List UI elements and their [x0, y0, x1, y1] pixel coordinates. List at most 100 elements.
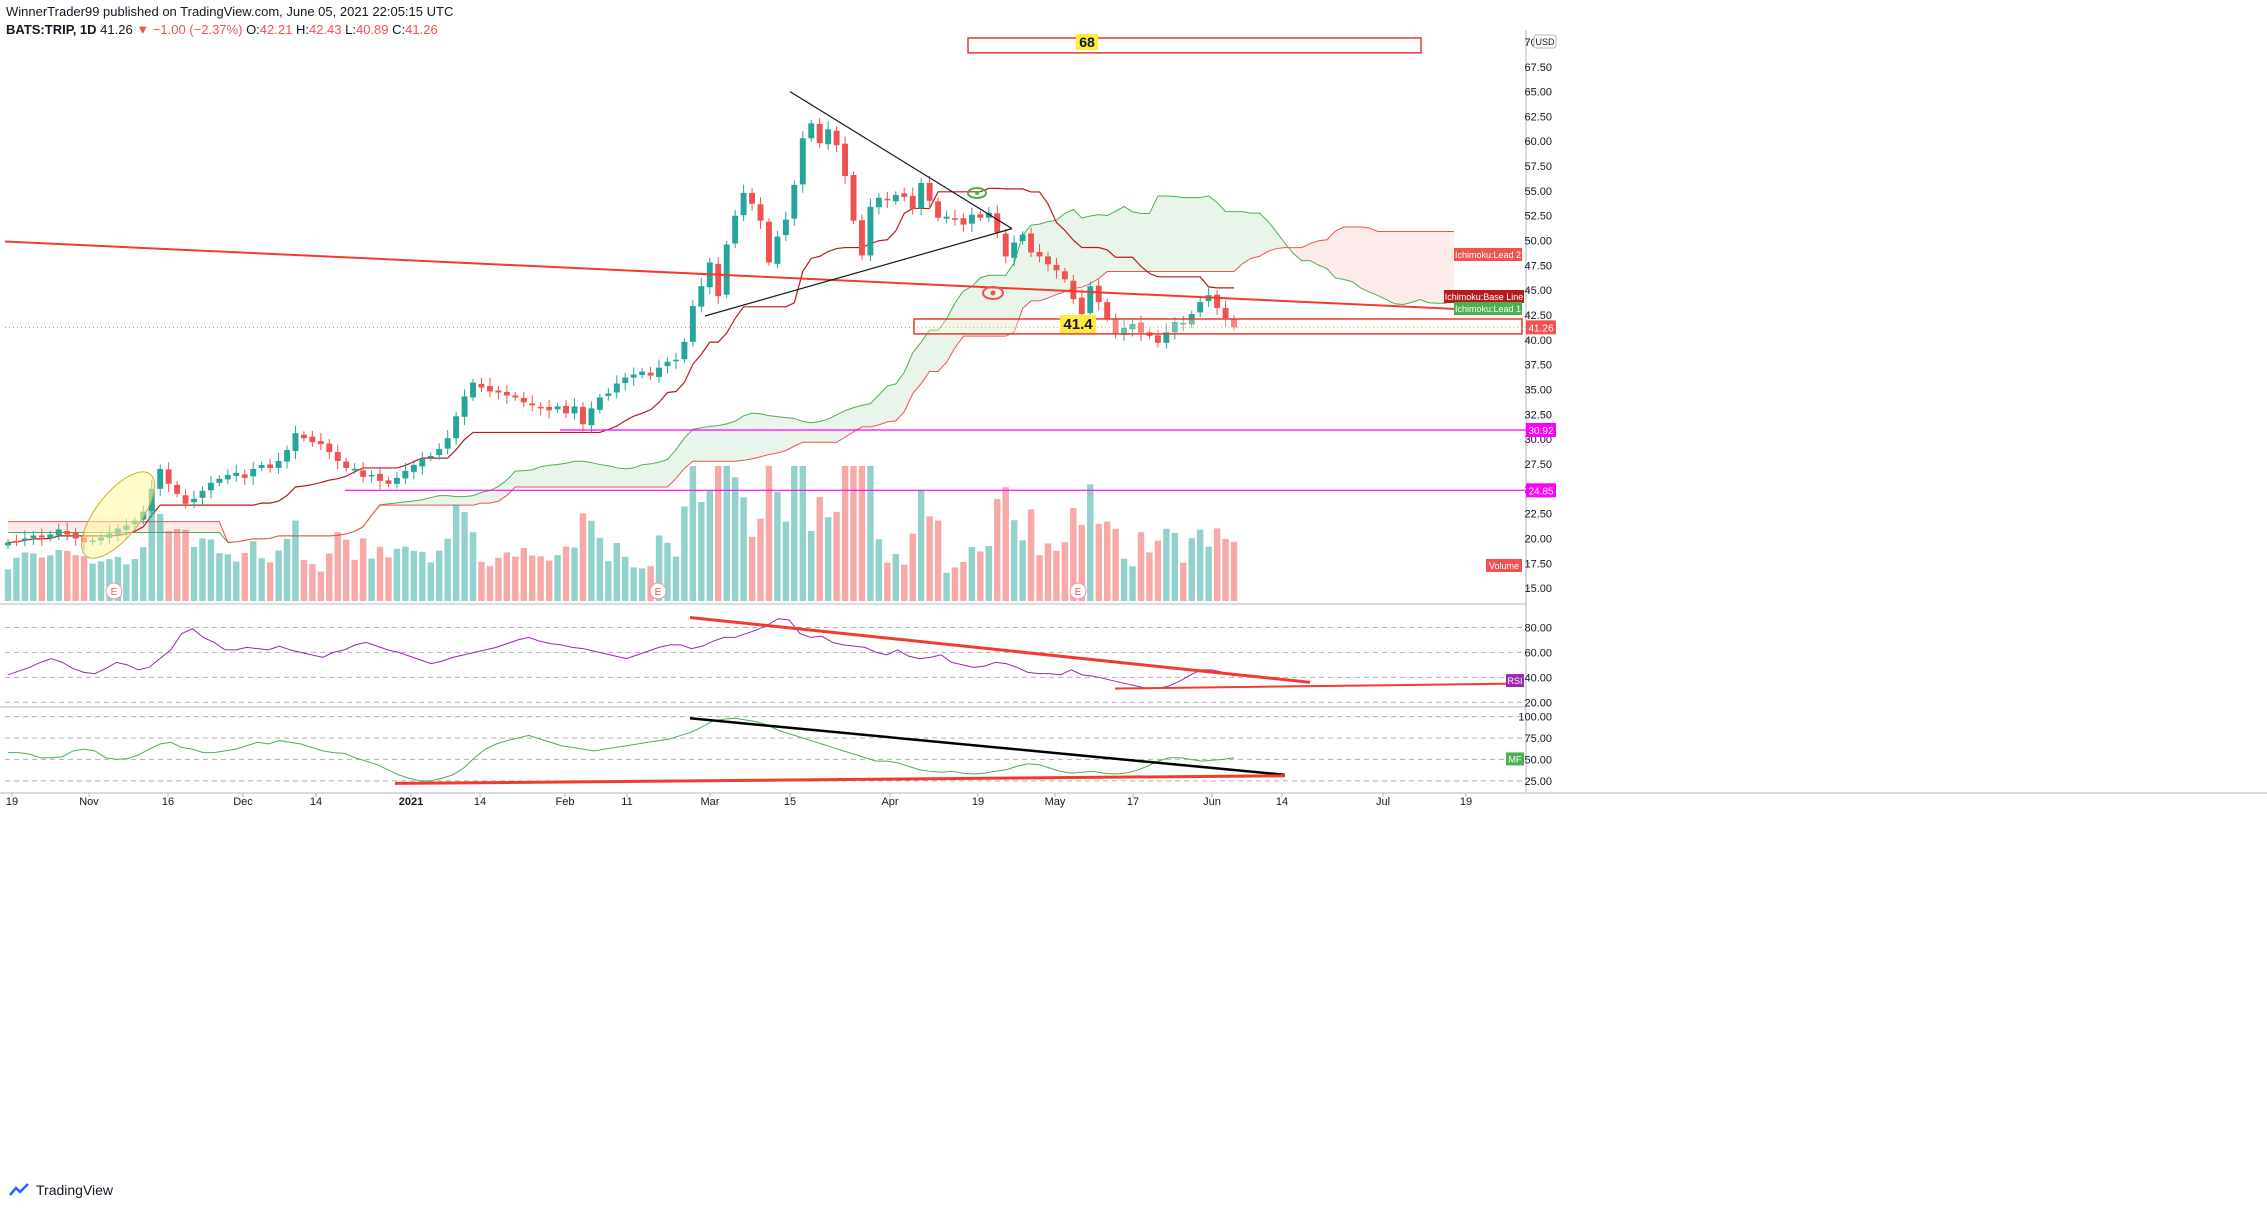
volume-bar [275, 550, 282, 601]
mf-tick-label: 50.00 [1524, 754, 1552, 766]
ichimoku-cloud-segment [1225, 211, 1234, 272]
candle-body [808, 123, 815, 139]
ichimoku-cloud-segment [667, 449, 676, 487]
volume-bar [748, 536, 756, 601]
candle-body [385, 480, 392, 484]
volume-bar [520, 548, 527, 601]
volume-bar [1129, 566, 1136, 601]
symbol-name[interactable]: BATS:TRIP, 1D [6, 22, 97, 37]
candle-body [850, 174, 857, 221]
candle-body [486, 386, 493, 392]
volume-bar [1154, 540, 1162, 601]
time-tick-label: Dec [233, 796, 253, 808]
ichimoku-cloud-segment [811, 421, 820, 443]
candle-body [875, 197, 882, 208]
candle-body [994, 213, 1001, 233]
volume-bar [241, 553, 248, 601]
candle-body [867, 206, 874, 256]
candle-body [512, 395, 519, 398]
ichimoku-cloud-segment [1115, 206, 1125, 272]
currency-badge [1533, 34, 1557, 49]
candle-body [444, 438, 451, 449]
candle-body [1078, 297, 1085, 315]
price-tick-label: 17.50 [1524, 558, 1552, 570]
volume-bar [359, 538, 367, 601]
volume-bar [173, 529, 181, 601]
volume-bar [1205, 546, 1212, 601]
candle-body [935, 201, 942, 218]
ichimoku-cloud-segment [777, 416, 786, 453]
ichimoku-cloud-segment [980, 275, 989, 337]
candle-body [977, 214, 984, 218]
price-tick-label: 15.00 [1524, 583, 1552, 595]
candle-body [47, 534, 54, 538]
volume-bar [858, 466, 866, 601]
ichimoku-cloud-segment [185, 521, 195, 533]
volume-bar [985, 546, 993, 601]
ichimoku-cloud-segment [887, 383, 896, 422]
candle-body [588, 408, 595, 426]
ichimoku-cloud-segment [819, 419, 829, 443]
volume-bar [21, 552, 29, 601]
volume-bar [182, 530, 189, 601]
volume-bar [38, 557, 46, 601]
ichimoku-cloud-segment [1056, 213, 1065, 295]
ichimoku-cloud-segment [1327, 230, 1336, 278]
candle-body [30, 535, 37, 538]
candle-body [419, 459, 426, 467]
volume-bar [452, 504, 460, 601]
candle-body [1214, 294, 1221, 309]
time-tick-label: May [1045, 796, 1066, 808]
volume-bar [503, 552, 511, 601]
ichimoku-cloud-segment [650, 462, 660, 487]
price-tick-label: 35.00 [1524, 384, 1552, 396]
candle-body [55, 529, 62, 536]
volume-bar [393, 548, 401, 601]
ichimoku-cloud-segment [684, 429, 693, 469]
ichimoku-cloud-segment [1107, 211, 1116, 272]
ichimoku-cloud-segment [988, 275, 998, 337]
mf-trendline-lower [394, 774, 1286, 785]
candle-body [1045, 256, 1051, 265]
price-change: ▼ −1.00 (−2.37%) [136, 22, 243, 37]
indicator-tag [1454, 302, 1522, 315]
rsi-tick-label: 40.00 [1524, 672, 1552, 684]
footer-brand-label: TradingView [36, 1182, 114, 1198]
volume-bar [1222, 539, 1229, 601]
volume-bar [376, 546, 384, 601]
candle-body [393, 477, 400, 484]
close-value: 41.26 [405, 22, 438, 37]
ichimoku-cloud-segment [1428, 231, 1437, 304]
mf-line [8, 717, 1235, 782]
candle-body [816, 123, 823, 144]
volume-bar [613, 543, 620, 601]
volume-bar [791, 466, 798, 601]
candle-body [825, 129, 832, 145]
volume-bar [630, 567, 637, 601]
volume-bar [529, 555, 536, 601]
triangle-upper-line [789, 91, 1013, 230]
indicator-tag-label: Ichimoku:Lead 2 [1455, 250, 1521, 260]
ichimoku-cloud-segment [549, 464, 558, 487]
candle-body [1112, 319, 1119, 334]
time-tick-label: 14 [310, 796, 322, 808]
close-label: C: [392, 22, 406, 37]
ichimoku-cloud-segment [1436, 231, 1446, 304]
level-badge-label: 24.85 [1528, 486, 1553, 497]
volume-bar [410, 550, 418, 601]
ichimoku-cloud-segment [24, 521, 34, 533]
last-price: 41.26 [100, 22, 133, 37]
ichimoku-cloud-segment [1234, 211, 1243, 272]
volume-bar [89, 563, 96, 601]
candle-body [909, 195, 916, 209]
volume-bar [4, 569, 12, 601]
candle-body [1070, 280, 1077, 300]
ichimoku-cloud-segment [1149, 195, 1158, 272]
volume-bar [148, 503, 155, 601]
candle-body [1121, 327, 1128, 335]
ichimoku-cloud-segment [194, 521, 203, 533]
annotation-label-bg [1076, 33, 1098, 50]
ichimoku-cloud-segment [16, 521, 25, 533]
candle-body [64, 531, 71, 535]
